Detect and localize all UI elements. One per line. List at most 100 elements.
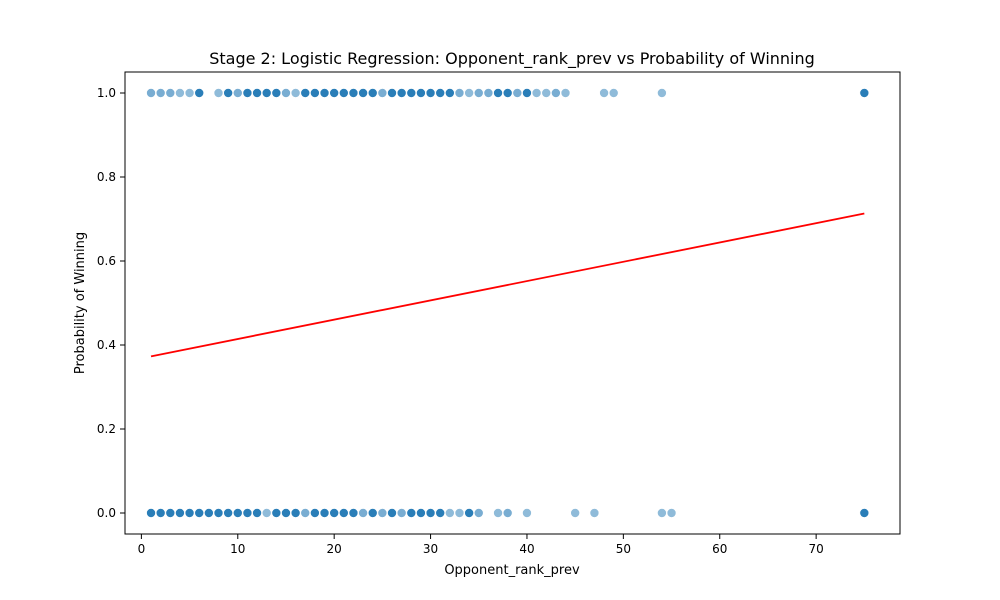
- scatter-point: [281, 88, 291, 98]
- scatter-point: [657, 508, 667, 518]
- scatter-point: [483, 88, 494, 98]
- scatter-point: [493, 508, 503, 518]
- scatter-point: [223, 88, 233, 98]
- scatter-point: [300, 88, 311, 98]
- scatter-point: [213, 508, 224, 518]
- scatter-point: [512, 88, 523, 98]
- scatter-point: [213, 88, 224, 98]
- x-tick-label: 70: [808, 542, 823, 556]
- scatter-point: [194, 88, 205, 98]
- scatter-point: [339, 88, 349, 98]
- scatter-point: [184, 508, 195, 518]
- x-tick-label: 30: [423, 542, 438, 556]
- scatter-point: [589, 508, 600, 518]
- scatter-point: [464, 88, 474, 98]
- scatter-point: [232, 508, 243, 518]
- x-tick-label: 0: [138, 542, 146, 556]
- y-tick-label: 0.8: [97, 170, 116, 184]
- scatter-point: [155, 508, 166, 518]
- scatter-point: [416, 508, 426, 518]
- scatter-point: [473, 508, 484, 518]
- scatter-point: [281, 508, 291, 518]
- scatter-point: [666, 508, 677, 518]
- x-tick-label: 40: [519, 542, 534, 556]
- scatter-point: [560, 88, 571, 98]
- scatter-point: [290, 508, 301, 518]
- y-tick-label: 0.6: [97, 254, 116, 268]
- x-tick-label: 60: [712, 542, 727, 556]
- scatter-point: [261, 88, 272, 98]
- scatter-point: [522, 88, 532, 98]
- scatter-point: [425, 88, 436, 98]
- scatter-point: [358, 508, 368, 518]
- regression-line: [150, 212, 865, 358]
- x-axis: 0 10 20 30 40 50 60 70: [138, 534, 824, 556]
- scatter-point: [175, 508, 185, 518]
- scatter-point: [319, 508, 330, 518]
- x-tick-label: 20: [327, 542, 342, 556]
- scatter-point: [657, 88, 667, 98]
- y-tick-label: 0.0: [97, 506, 116, 520]
- scatter-point: [348, 508, 359, 518]
- scatter-point: [454, 88, 465, 98]
- scatter-point: [146, 508, 156, 518]
- y-axis: 0.0 0.2 0.4 0.6 0.8 1.0: [97, 86, 125, 520]
- scatter-point: [608, 88, 619, 98]
- scatter-point: [155, 88, 166, 98]
- scatter-point: [435, 508, 446, 518]
- scatter-point: [406, 508, 417, 518]
- scatter-point: [242, 88, 253, 98]
- scatter-point: [502, 508, 513, 518]
- scatter-point: [261, 508, 272, 518]
- scatter-point: [377, 88, 388, 98]
- scatter-points: [146, 88, 870, 518]
- y-axis-label: Probability of Winning: [73, 232, 88, 374]
- scatter-point: [416, 88, 426, 98]
- scatter-point: [310, 508, 320, 518]
- scatter-point: [435, 88, 446, 98]
- scatter-point: [348, 88, 359, 98]
- scatter-point: [859, 88, 870, 98]
- scatter-point: [194, 508, 205, 518]
- y-tick-label: 1.0: [97, 86, 116, 100]
- scatter-point: [223, 508, 233, 518]
- scatter-point: [290, 88, 301, 98]
- scatter-point: [396, 88, 407, 98]
- x-tick-label: 10: [230, 542, 245, 556]
- scatter-point: [387, 508, 397, 518]
- scatter-point: [541, 88, 552, 98]
- scatter-point: [252, 88, 262, 98]
- scatter-point: [300, 508, 311, 518]
- scatter-point: [387, 88, 397, 98]
- scatter-point: [242, 508, 253, 518]
- scatter-point: [165, 508, 176, 518]
- scatter-point: [165, 88, 176, 98]
- scatter-point: [473, 88, 484, 98]
- x-axis-label: Opponent_rank_prev: [444, 563, 580, 578]
- scatter-point: [502, 88, 513, 98]
- scatter-point: [396, 508, 407, 518]
- scatter-point: [377, 508, 388, 518]
- scatter-point: [232, 88, 243, 98]
- scatter-point: [493, 88, 503, 98]
- scatter-point: [367, 508, 378, 518]
- scatter-point: [146, 88, 156, 98]
- scatter-point: [570, 508, 580, 518]
- regression-line-group: [150, 212, 865, 358]
- scatter-point: [271, 88, 282, 98]
- scatter-point: [184, 88, 195, 98]
- scatter-point: [522, 508, 532, 518]
- chart-title: Stage 2: Logistic Regression: Opponent_r…: [209, 49, 815, 69]
- scatter-point: [271, 508, 282, 518]
- scatter-point: [464, 508, 474, 518]
- scatter-point: [367, 88, 378, 98]
- scatter-point: [319, 88, 330, 98]
- scatter-point: [339, 508, 349, 518]
- scatter-point: [551, 88, 561, 98]
- scatter-point: [445, 88, 455, 98]
- y-tick-label: 0.2: [97, 422, 116, 436]
- x-tick-label: 50: [616, 542, 631, 556]
- scatter-point: [252, 508, 262, 518]
